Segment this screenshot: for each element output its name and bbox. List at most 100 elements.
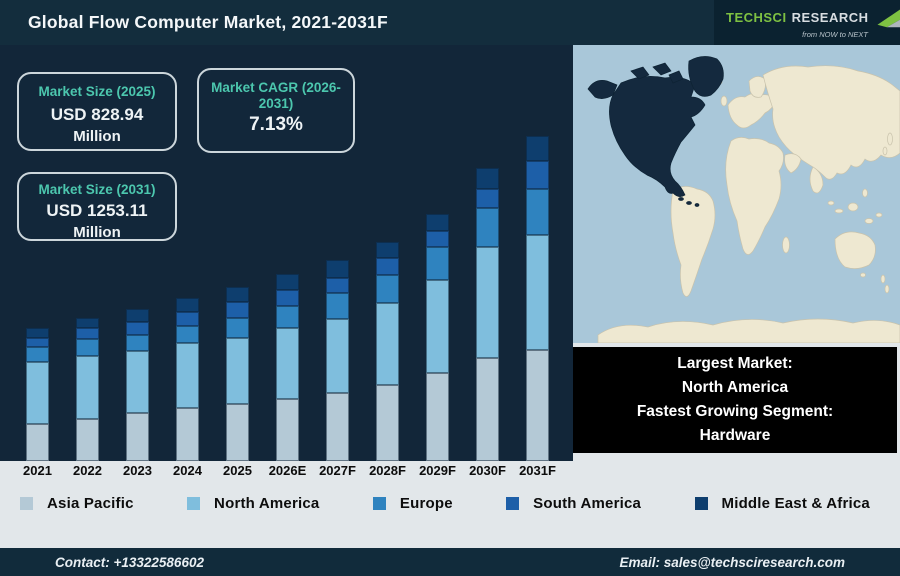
north-america-highlight	[609, 76, 706, 197]
chart-legend: Asia Pacific North America Europe South Ame…	[0, 495, 900, 512]
x-axis-label-2023: 2023	[123, 463, 152, 478]
bar-segment-europe	[426, 247, 449, 280]
highlight-line: Largest Market:	[677, 355, 793, 372]
bar-segment-north-america	[226, 338, 249, 404]
bar-segment-south-america	[426, 231, 449, 247]
x-axis-label-2031f: 2031F	[519, 463, 556, 478]
bar-2021	[26, 328, 49, 461]
stat-value: 7.13%	[249, 114, 303, 135]
stat-unit: Million	[73, 128, 121, 145]
legend-label-middle-east-africa: Middle East & Africa	[721, 495, 870, 512]
world-map	[573, 45, 900, 344]
bar-segment-middle-east-africa	[176, 298, 199, 312]
bar-segment-south-america	[226, 302, 249, 318]
bar-segment-europe	[476, 208, 499, 247]
title-bar: Global Flow Computer Market, 2021-2031F …	[0, 0, 900, 45]
bar-segment-north-america	[376, 303, 399, 385]
bar-segment-south-america	[176, 312, 199, 326]
legend-item-south-america: South America	[506, 495, 641, 512]
bar-segment-asia-pacific	[26, 424, 49, 461]
x-axis-label-2029f: 2029F	[419, 463, 456, 478]
bar-segment-middle-east-africa	[326, 260, 349, 278]
bar-segment-south-america	[376, 258, 399, 275]
bar-2028f	[376, 242, 399, 461]
bar-segment-south-america	[326, 278, 349, 293]
bar-segment-middle-east-africa	[76, 318, 99, 328]
bar-2023	[126, 309, 149, 461]
stat-label: Market Size (2025)	[38, 84, 156, 99]
bar-segment-north-america	[276, 328, 299, 399]
bar-2026e	[276, 274, 299, 461]
bar-segment-europe	[526, 189, 549, 235]
stat-value: USD 1253.11	[46, 201, 148, 220]
stat-label: Market Size (2031)	[38, 182, 156, 197]
x-axis-label-2025: 2025	[223, 463, 252, 478]
legend-label-north-america: North America	[214, 495, 320, 512]
bar-segment-europe	[176, 326, 199, 343]
legend-swatch-asia-pacific	[20, 497, 33, 510]
bar-2030f	[476, 168, 499, 461]
x-axis-label-2022: 2022	[73, 463, 102, 478]
contact-info: Contact: +13322586602	[55, 554, 204, 570]
legend-label-europe: Europe	[399, 495, 453, 512]
bar-segment-middle-east-africa	[526, 136, 549, 161]
bar-segment-europe	[226, 318, 249, 338]
legend-item-asia-pacific: Asia Pacific	[20, 495, 134, 512]
bar-segment-north-america	[526, 235, 549, 350]
bottom-band: 2021 2022 2023 2024 2025 2026E 2027F 2028F 2029F…	[0, 461, 900, 548]
bar-segment-north-america	[326, 319, 349, 393]
bar-segment-europe	[326, 293, 349, 319]
stat-box-market-cagr: Market CAGR (2026-2031) 7.13%	[197, 68, 355, 153]
europe-shape	[727, 93, 776, 129]
bar-2027f	[326, 260, 349, 461]
greenland-shape	[688, 56, 724, 97]
bar-segment-europe	[76, 339, 99, 356]
asia-shape	[762, 65, 900, 180]
bar-segment-south-america	[76, 328, 99, 339]
australia-shape	[834, 231, 876, 269]
bar-segment-asia-pacific	[326, 393, 349, 461]
bar-segment-middle-east-africa	[26, 328, 49, 338]
legend-item-europe: Europe	[372, 495, 453, 512]
bars-layer	[0, 45, 573, 461]
legend-swatch-middle-east-africa	[694, 497, 708, 510]
stat-box-market-size-2031: Market Size (2031) USD 1253.11 Million	[17, 172, 177, 241]
logo-brand-primary: TechSci	[726, 10, 787, 25]
bar-segment-north-america	[26, 362, 49, 424]
antarctica-shape	[597, 318, 900, 344]
bar-segment-asia-pacific	[276, 399, 299, 461]
bar-segment-middle-east-africa	[226, 287, 249, 302]
x-axis-label-2027f: 2027F	[319, 463, 356, 478]
bar-2031f	[526, 136, 549, 461]
bar-segment-south-america	[476, 189, 499, 208]
x-axis-label-2026e: 2026E	[268, 463, 307, 478]
legend-item-middle-east-africa: Middle East & Africa	[694, 495, 870, 512]
bar-segment-north-america	[126, 351, 149, 413]
x-axis-label-2024: 2024	[173, 463, 202, 478]
bar-segment-north-america	[76, 356, 99, 419]
email-info: Email: sales@techsciresearch.com	[619, 554, 845, 570]
legend-swatch-europe	[372, 497, 386, 510]
bar-segment-asia-pacific	[226, 404, 249, 461]
bar-segment-europe	[26, 347, 49, 362]
bar-segment-middle-east-africa	[476, 168, 499, 189]
stat-box-market-size-2025: Market Size (2025) USD 828.94 Million	[17, 72, 177, 151]
bar-segment-middle-east-africa	[426, 214, 449, 231]
stat-label: Market CAGR (2026-2031)	[211, 80, 341, 111]
highlight-line: North America	[681, 379, 789, 396]
legend-item-north-america: North America	[187, 495, 319, 512]
stat-unit: Million	[73, 224, 121, 241]
legend-label-asia-pacific: Asia Pacific	[47, 495, 134, 512]
highlight-box: Largest Market: North America Fastest Gr…	[573, 347, 897, 453]
bar-segment-south-america	[126, 322, 149, 335]
x-axis-labels: 2021 2022 2023 2024 2025 2026E 2027F 2028F 2029F…	[0, 461, 900, 481]
logo-arrow-icon	[876, 8, 900, 27]
x-axis-label-2028f: 2028F	[369, 463, 406, 478]
bar-segment-asia-pacific	[526, 350, 549, 461]
logo-brand-secondary: Research	[791, 10, 869, 25]
bar-segment-asia-pacific	[376, 385, 399, 461]
world-map-graphic	[573, 45, 900, 344]
bar-segment-europe	[276, 306, 299, 328]
bar-segment-europe	[126, 335, 149, 351]
